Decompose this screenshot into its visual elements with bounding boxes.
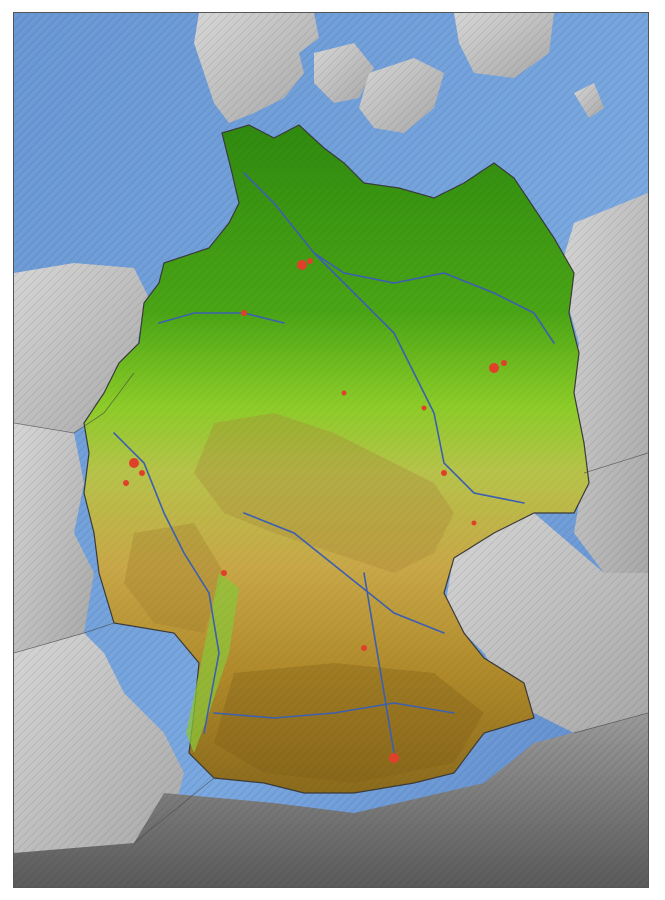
focus-country-relief bbox=[14, 13, 648, 887]
rivers bbox=[113, 172, 555, 754]
cities bbox=[123, 258, 507, 763]
map-canvas bbox=[14, 13, 648, 887]
borders bbox=[14, 372, 648, 844]
relief-map bbox=[13, 12, 649, 888]
